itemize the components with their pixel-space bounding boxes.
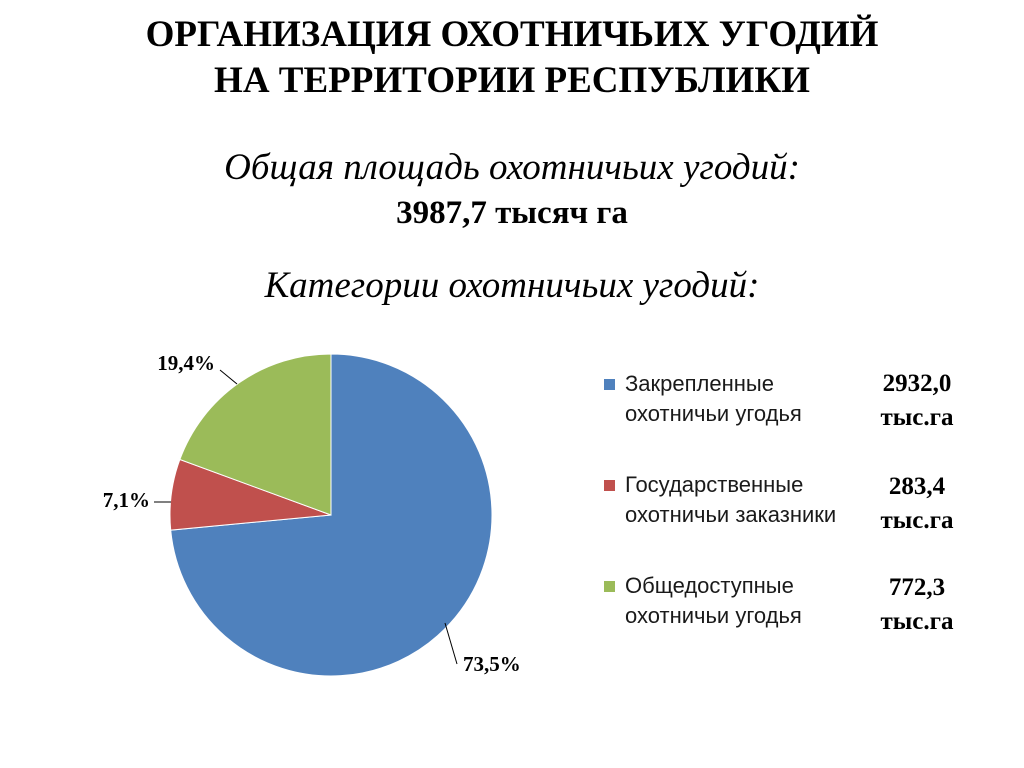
legend-value-assigned-text: 2932,0 тыс.га xyxy=(880,370,954,431)
leader-line-public xyxy=(219,369,238,385)
title-line-2: НА ТЕРРИТОРИИ РЕСПУБЛИКИ xyxy=(214,60,810,101)
legend-value-assigned: 2932,0 тыс.га xyxy=(862,367,972,435)
legend-swatch-assigned xyxy=(604,379,615,390)
legend-value-reserves-text: 283,4 тыс.га xyxy=(880,473,954,534)
data-label-assigned: 73,5% xyxy=(463,652,521,676)
legend-label-public: Общедоступные охотничьи угодья xyxy=(625,573,802,628)
total-area-value: 3987,7 тысяч га xyxy=(396,195,628,231)
legend-label-assigned: Закрепленные охотничьи угодья xyxy=(625,371,802,426)
legend-value-public: 772,3 тыс.га xyxy=(862,571,972,639)
legend-swatch-reserves xyxy=(604,480,615,491)
title-line-1: ОРГАНИЗАЦИЯ ОХОТНИЧЬИХ УГОДИЙ xyxy=(145,14,879,55)
slide-title: ОРГАНИЗАЦИЯ ОХОТНИЧЬИХ УГОДИЙ НА ТЕРРИТО… xyxy=(0,12,1024,104)
legend-label-reserves: Государственные охотничьи заказники xyxy=(625,472,837,527)
leader-line-assigned xyxy=(444,622,458,665)
data-label-reserves: 7,1% xyxy=(103,488,150,512)
total-area-caption: Общая площадь охотничьих угодий: xyxy=(224,147,800,188)
legend-swatch-public xyxy=(604,581,615,592)
data-label-public: 19,4% xyxy=(157,351,215,375)
pie-slice-public xyxy=(179,353,332,516)
legend-value-public-text: 772,3 тыс.га xyxy=(880,574,954,635)
legend-value-reserves: 283,4 тыс.га xyxy=(862,470,972,538)
categories-heading: Категории охотничьих угодий: xyxy=(264,265,760,306)
